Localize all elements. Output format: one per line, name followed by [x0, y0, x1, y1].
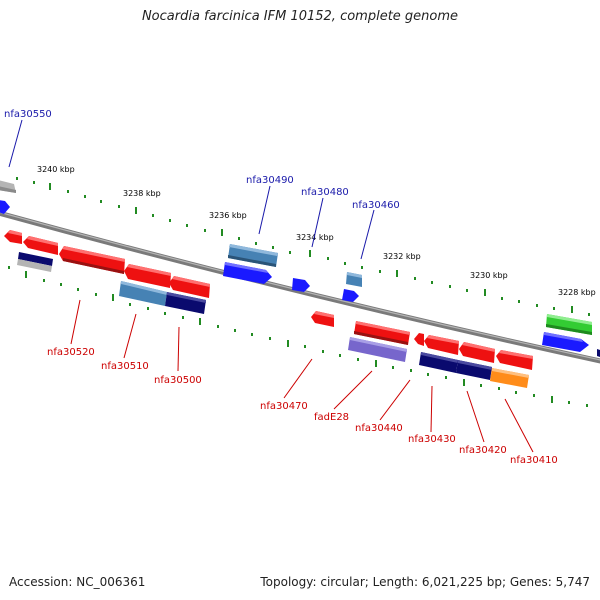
genome-backbone	[0, 210, 600, 364]
gene-label-top: nfa30490	[246, 175, 294, 186]
leader-line	[311, 197, 324, 248]
gene-label-bottom: nfa30510	[101, 361, 149, 372]
gene-nfa30520[interactable]	[59, 246, 125, 274]
scale-label: 3232 kbp	[383, 252, 421, 261]
gene-label-bottom: nfa30420	[459, 445, 507, 456]
gene-label-bottom: nfa30410	[510, 455, 558, 466]
leader-line	[504, 398, 534, 453]
gene-navy-a[interactable]	[17, 252, 53, 272]
gene-label-bottom: nfa30520	[47, 347, 95, 358]
leader-line	[123, 313, 137, 359]
gene-label-bottom: nfa30470	[260, 401, 308, 412]
gene-blue-mid2[interactable]	[342, 289, 359, 302]
genome-summary: Topology: circular; Length: 6,021,225 bp…	[260, 575, 590, 589]
gene-nfa30490[interactable]	[228, 244, 278, 267]
leader-line	[360, 209, 375, 260]
gene-nfa30550[interactable]	[0, 180, 16, 193]
leader-line	[283, 358, 313, 399]
gene-fadE28[interactable]	[354, 321, 410, 345]
gene-label-top: nfa30460	[352, 200, 400, 211]
gene-label-bottom: nfa30440	[355, 423, 403, 434]
scale-label: 3234 kbp	[296, 233, 334, 242]
gene-purple[interactable]	[348, 337, 407, 362]
gene-orange[interactable]	[490, 368, 529, 388]
gene-label-top: nfa30550	[4, 109, 52, 120]
accession-label: Accession: NC_006361	[9, 575, 146, 589]
gene-nfa30510[interactable]	[119, 281, 167, 306]
gene-nfa30420[interactable]	[459, 342, 495, 363]
leader-line	[333, 370, 373, 410]
leader-line	[258, 185, 271, 235]
gene-label-top: nfa30480	[301, 187, 349, 198]
leader-line	[430, 385, 433, 433]
gene-nfa30460[interactable]	[346, 272, 362, 287]
gene-blue-mid1[interactable]	[223, 262, 272, 284]
scale-label: 3238 kbp	[123, 189, 161, 198]
page-title: Nocardia farcinica IFM 10152, complete g…	[141, 9, 459, 24]
gene-label-bottom: nfa30500	[154, 375, 202, 386]
gene-navy-b[interactable]	[419, 352, 458, 373]
gene-label-bottom: nfa30430	[408, 434, 456, 445]
leader-line	[466, 390, 485, 443]
gene-red-b[interactable]	[23, 236, 58, 255]
gene-blue-right[interactable]	[542, 332, 589, 352]
gene-nfa30410[interactable]	[496, 350, 533, 370]
gene-label-bottom: fadE28	[314, 412, 349, 423]
leader-line	[379, 379, 411, 421]
scale-ticks-outer	[16, 177, 590, 316]
gene-red-a[interactable]	[4, 230, 22, 244]
gene-nfa30440[interactable]	[414, 333, 424, 346]
scale-label: 3228 kbp	[558, 288, 596, 297]
gene-navy-c[interactable]	[456, 360, 492, 380]
leader-line	[177, 326, 180, 372]
gene-nfa30500[interactable]	[165, 292, 206, 314]
scale-label: 3240 kbp	[37, 165, 75, 174]
scale-ticks-inner	[8, 266, 588, 407]
gene-blue-left[interactable]	[0, 200, 10, 214]
scale-label: 3230 kbp	[470, 271, 508, 280]
gene-green-right[interactable]	[546, 314, 592, 335]
gene-navy-edge[interactable]	[597, 349, 600, 357]
leader-line	[70, 299, 81, 345]
gene-nfa30470[interactable]	[311, 311, 334, 327]
gene-nfa30480[interactable]	[292, 278, 310, 292]
scale-label: 3236 kbp	[209, 211, 247, 220]
leader-line	[8, 119, 23, 168]
gene-nfa30430[interactable]	[424, 335, 459, 355]
gene-red-c[interactable]	[124, 264, 171, 288]
gene-red-d[interactable]	[169, 276, 210, 298]
